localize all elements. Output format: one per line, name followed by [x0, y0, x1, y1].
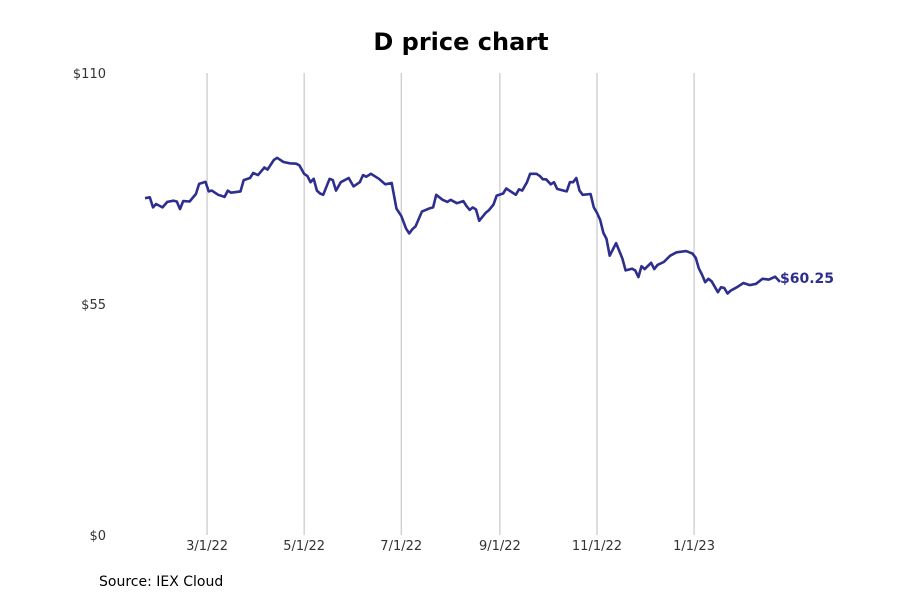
x-tick-label: 7/1/22: [380, 539, 422, 554]
y-tick-label: $0: [89, 529, 106, 544]
last-price-label: $60.25: [780, 271, 834, 287]
price-line: [144, 156, 781, 295]
y-axis-ticks: $0 $55 $110: [73, 67, 106, 544]
x-tick-label: 5/1/22: [283, 539, 325, 554]
grid-lines: [206, 73, 695, 535]
y-tick-label: $55: [81, 298, 106, 313]
series-layer: $60.25: [144, 156, 834, 295]
x-tick-label: 9/1/22: [479, 539, 521, 554]
y-tick-label: $110: [73, 67, 106, 82]
x-tick-label: 11/1/22: [572, 539, 622, 554]
x-tick-label: 1/1/23: [673, 539, 715, 554]
x-tick-label: 3/1/22: [186, 539, 228, 554]
chart-title: D price chart: [373, 28, 549, 56]
source-note: Source: IEX Cloud: [99, 574, 224, 590]
x-axis-ticks: 3/1/22 5/1/22 7/1/22 9/1/22 11/1/22 1/1/23: [186, 539, 715, 554]
